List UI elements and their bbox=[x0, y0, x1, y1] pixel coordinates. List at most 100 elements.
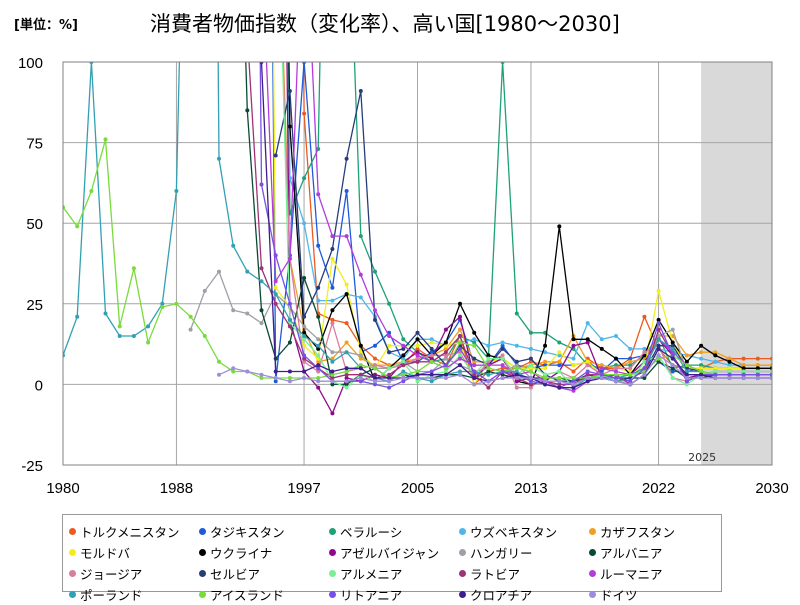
legend-label: リトアニア bbox=[340, 588, 403, 603]
data-point bbox=[429, 376, 434, 380]
data-point bbox=[387, 372, 392, 377]
y-tick-label: -25 bbox=[21, 458, 43, 475]
data-point bbox=[727, 356, 732, 361]
legend-item: ポーランド bbox=[69, 584, 199, 605]
data-point bbox=[174, 301, 179, 306]
x-tick-label: 2030 bbox=[755, 480, 788, 497]
data-point bbox=[231, 243, 236, 248]
data-point bbox=[202, 288, 207, 293]
data-point bbox=[330, 317, 335, 322]
legend-item: アルバニア bbox=[589, 542, 719, 563]
data-point bbox=[727, 372, 732, 377]
data-point bbox=[330, 372, 335, 377]
data-point bbox=[741, 356, 746, 361]
data-point bbox=[146, 324, 151, 329]
data-point bbox=[429, 350, 434, 355]
data-point bbox=[344, 282, 349, 287]
data-point bbox=[316, 353, 321, 358]
data-point bbox=[287, 324, 292, 329]
legend-item: カザフスタン bbox=[589, 521, 719, 542]
data-point bbox=[585, 337, 590, 342]
data-point bbox=[330, 376, 335, 380]
legend-marker bbox=[199, 591, 206, 598]
series-line bbox=[275, 90, 772, 382]
data-point bbox=[217, 269, 221, 274]
legend-marker bbox=[329, 570, 336, 577]
data-point bbox=[670, 353, 675, 358]
data-point bbox=[415, 356, 420, 361]
data-point bbox=[415, 343, 420, 348]
y-tick-label: 25 bbox=[26, 297, 43, 314]
data-point bbox=[259, 376, 264, 380]
data-point bbox=[429, 379, 434, 384]
data-point bbox=[528, 356, 533, 361]
data-point bbox=[614, 369, 618, 374]
data-point bbox=[684, 359, 689, 364]
data-point bbox=[443, 327, 448, 332]
data-point bbox=[387, 301, 392, 306]
data-point bbox=[500, 369, 505, 374]
data-point bbox=[316, 379, 321, 384]
data-point bbox=[302, 356, 307, 361]
data-point bbox=[500, 356, 505, 361]
data-point bbox=[217, 156, 221, 161]
legend-label: アルメニア bbox=[340, 567, 403, 582]
data-point bbox=[656, 334, 661, 338]
data-point bbox=[401, 353, 406, 358]
data-point bbox=[217, 359, 221, 364]
x-tick-label: 1988 bbox=[160, 480, 193, 497]
legend-item: ラトビア bbox=[459, 563, 589, 584]
data-point bbox=[287, 340, 292, 345]
data-point bbox=[316, 363, 321, 368]
data-point bbox=[373, 372, 377, 377]
data-point bbox=[231, 308, 236, 313]
legend-marker bbox=[459, 591, 466, 598]
data-point bbox=[443, 372, 448, 377]
data-point bbox=[670, 343, 675, 348]
legend-marker bbox=[459, 528, 466, 535]
data-point bbox=[358, 343, 363, 348]
data-point bbox=[316, 346, 321, 351]
data-point bbox=[358, 234, 363, 239]
data-point bbox=[585, 340, 590, 345]
data-point bbox=[316, 285, 321, 290]
data-point bbox=[344, 366, 349, 371]
data-point bbox=[628, 379, 633, 384]
data-point bbox=[670, 327, 675, 332]
data-point bbox=[273, 253, 278, 258]
data-point bbox=[415, 372, 420, 377]
data-point bbox=[599, 363, 604, 368]
data-point bbox=[571, 337, 576, 342]
data-point bbox=[458, 340, 462, 345]
data-point bbox=[571, 382, 576, 387]
data-point bbox=[358, 379, 363, 384]
data-point bbox=[103, 137, 108, 142]
data-point bbox=[330, 256, 335, 261]
legend-label: アルバニア bbox=[600, 546, 663, 561]
data-point bbox=[188, 314, 193, 319]
data-point bbox=[599, 376, 604, 380]
data-point bbox=[302, 330, 307, 335]
data-point bbox=[571, 369, 576, 374]
data-point bbox=[500, 340, 505, 345]
data-point bbox=[358, 350, 363, 355]
data-point bbox=[628, 356, 633, 361]
data-point bbox=[585, 359, 590, 364]
data-point bbox=[316, 192, 321, 197]
data-point bbox=[599, 337, 604, 342]
data-point bbox=[528, 382, 533, 387]
data-point bbox=[713, 350, 718, 355]
data-point bbox=[373, 366, 377, 371]
data-point bbox=[514, 372, 519, 377]
data-point bbox=[415, 376, 420, 380]
legend-label: ジョージア bbox=[80, 567, 143, 582]
data-point bbox=[486, 369, 491, 374]
legend-label: ベラルーシ bbox=[340, 525, 403, 540]
data-point bbox=[543, 372, 548, 377]
data-point bbox=[302, 337, 307, 342]
data-point bbox=[458, 314, 462, 319]
data-point bbox=[571, 385, 576, 390]
data-point bbox=[656, 359, 661, 364]
data-point bbox=[514, 359, 519, 364]
data-point bbox=[273, 301, 278, 306]
